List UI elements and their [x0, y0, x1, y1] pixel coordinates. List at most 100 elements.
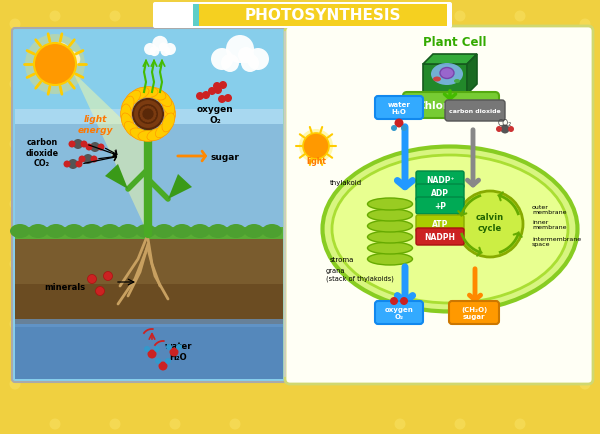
Bar [15, 227, 283, 240]
Circle shape [152, 37, 168, 52]
Bar [15, 284, 283, 324]
Text: sugar: sugar [211, 152, 239, 161]
Circle shape [50, 11, 61, 23]
Circle shape [166, 344, 172, 350]
Circle shape [170, 348, 179, 357]
Circle shape [496, 127, 502, 133]
Bar [15, 110, 283, 125]
Ellipse shape [138, 131, 158, 142]
Ellipse shape [431, 64, 463, 86]
Ellipse shape [208, 224, 228, 238]
Circle shape [400, 297, 408, 305]
Ellipse shape [368, 253, 413, 265]
Ellipse shape [244, 224, 264, 238]
Text: carbon
dioxide
CO₂: carbon dioxide CO₂ [25, 138, 59, 168]
Circle shape [73, 140, 83, 150]
Circle shape [141, 109, 144, 112]
Circle shape [218, 96, 226, 104]
Text: Plant Cell: Plant Cell [423, 36, 487, 48]
Circle shape [211, 49, 233, 71]
Circle shape [580, 20, 590, 30]
Circle shape [149, 120, 152, 123]
Ellipse shape [124, 122, 140, 138]
Circle shape [213, 83, 221, 91]
Circle shape [508, 127, 514, 133]
Circle shape [395, 11, 406, 23]
Ellipse shape [368, 210, 413, 221]
Circle shape [152, 109, 155, 112]
Text: inner
membrane: inner membrane [532, 219, 566, 230]
Circle shape [158, 362, 167, 371]
Ellipse shape [155, 122, 172, 138]
FancyBboxPatch shape [445, 101, 505, 122]
Ellipse shape [323, 147, 577, 312]
Text: PHOTOSYNTHESIS: PHOTOSYNTHESIS [245, 9, 401, 23]
Text: thylakoid: thylakoid [330, 180, 362, 186]
Bar [15, 324, 283, 379]
Circle shape [241, 55, 259, 73]
Text: calvin
cycle: calvin cycle [476, 213, 504, 232]
Circle shape [214, 87, 222, 95]
FancyBboxPatch shape [416, 197, 464, 214]
Circle shape [391, 126, 397, 132]
Polygon shape [423, 65, 467, 95]
Circle shape [457, 191, 523, 257]
Bar [15, 155, 283, 170]
Ellipse shape [121, 114, 134, 133]
Circle shape [224, 95, 232, 103]
Text: water
H₂O: water H₂O [164, 342, 192, 361]
Bar [15, 125, 283, 140]
Ellipse shape [147, 88, 166, 101]
Circle shape [64, 161, 71, 168]
FancyBboxPatch shape [12, 29, 286, 382]
Circle shape [395, 418, 406, 430]
Circle shape [110, 418, 121, 430]
Circle shape [580, 139, 590, 150]
Text: light: light [306, 157, 326, 166]
Circle shape [10, 259, 20, 270]
Bar [15, 319, 283, 327]
Circle shape [148, 350, 157, 358]
Ellipse shape [147, 128, 166, 141]
FancyBboxPatch shape [403, 93, 499, 119]
Circle shape [238, 48, 254, 64]
Text: oxygen
O₂: oxygen O₂ [197, 105, 233, 125]
Circle shape [141, 117, 144, 120]
Text: (CH₂O)
sugar: (CH₂O) sugar [461, 306, 487, 319]
Circle shape [10, 20, 20, 30]
Circle shape [229, 11, 241, 23]
Circle shape [580, 79, 590, 90]
Circle shape [247, 49, 269, 71]
FancyBboxPatch shape [416, 216, 464, 233]
FancyBboxPatch shape [416, 171, 464, 188]
Ellipse shape [124, 91, 140, 107]
Text: oxygen
O₂: oxygen O₂ [385, 306, 413, 319]
Circle shape [221, 55, 239, 73]
Circle shape [226, 36, 254, 64]
Circle shape [515, 418, 526, 430]
Polygon shape [105, 164, 128, 190]
Bar [15, 200, 283, 214]
Circle shape [142, 108, 145, 111]
Ellipse shape [262, 224, 282, 238]
Bar [199, 5, 447, 27]
Circle shape [151, 108, 154, 111]
Circle shape [164, 44, 176, 56]
Circle shape [140, 115, 143, 118]
Ellipse shape [164, 105, 176, 125]
Ellipse shape [440, 68, 454, 79]
Circle shape [154, 113, 157, 116]
Circle shape [76, 161, 83, 168]
Ellipse shape [368, 231, 413, 243]
Circle shape [144, 44, 156, 56]
Circle shape [580, 319, 590, 330]
Ellipse shape [121, 105, 131, 125]
Circle shape [145, 120, 148, 123]
Bar [15, 170, 283, 184]
Text: grana
(stack of thylakoids): grana (stack of thylakoids) [326, 268, 394, 281]
Circle shape [68, 141, 76, 148]
Ellipse shape [64, 224, 84, 238]
Circle shape [140, 113, 143, 116]
Circle shape [390, 297, 398, 305]
Circle shape [40, 52, 55, 68]
